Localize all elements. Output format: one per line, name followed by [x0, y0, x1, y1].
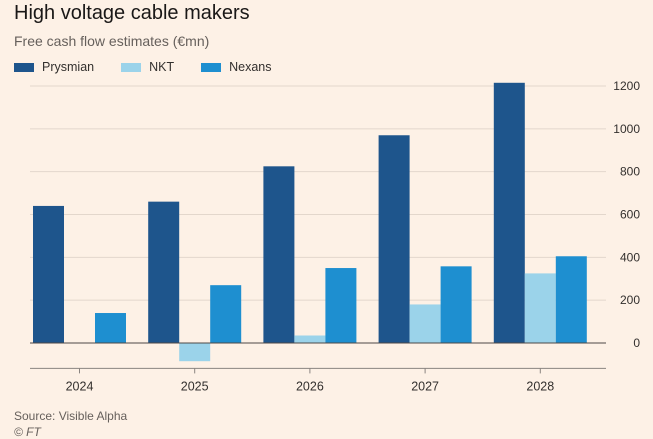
bar-prysmian-2024 — [33, 205, 64, 343]
x-tick-label: 2024 — [66, 379, 94, 393]
bar-nkt-2027 — [409, 304, 441, 343]
legend-label-nkt: NKT — [149, 60, 175, 74]
y-tick-label: 400 — [620, 250, 640, 264]
legend-label-prysmian: Prysmian — [42, 60, 95, 74]
y-tick-label: 800 — [620, 165, 640, 179]
chart-title: High voltage cable makers — [14, 2, 250, 24]
legend-label-nexans: Nexans — [229, 60, 272, 74]
bar-nexans-2024 — [95, 313, 126, 343]
copyright-note: © FT — [14, 425, 41, 439]
y-axis-tick-labels: 0 200 400 600 800 1000 1200 — [613, 79, 640, 350]
bar-nexans-2026 — [325, 268, 357, 343]
legend-swatch-prysmian — [14, 62, 34, 72]
x-axis: 2024 2025 2026 2027 2028 — [30, 367, 606, 393]
chart-subtitle: Free cash flow estimates (€mn) — [14, 33, 210, 49]
legend: Prysmian NKT Nexans — [14, 60, 298, 74]
bar-nexans-2027 — [440, 266, 472, 343]
bars — [33, 82, 587, 362]
source-note: Source: Visible Alpha — [14, 409, 128, 423]
legend-item-prysmian: Prysmian — [14, 60, 94, 74]
y-tick-label: 0 — [633, 336, 640, 350]
bar-nkt-2025 — [179, 343, 211, 362]
x-tick-label: 2027 — [411, 379, 439, 393]
y-tick-label: 1200 — [613, 79, 640, 93]
bar-nexans-2028 — [555, 256, 587, 343]
x-tick-label: 2025 — [181, 379, 209, 393]
bar-nkt-2028 — [524, 273, 556, 343]
y-tick-label: 1000 — [613, 122, 640, 136]
legend-swatch-nkt — [121, 62, 142, 72]
bar-nexans-2025 — [210, 285, 242, 343]
x-tick-label: 2026 — [296, 379, 324, 393]
x-tick-label: 2028 — [526, 379, 554, 393]
bar-nkt-2026 — [294, 335, 326, 343]
legend-item-nexans: Nexans — [201, 60, 271, 74]
bar-prysmian-2025 — [148, 201, 180, 343]
legend-swatch-nexans — [201, 62, 222, 72]
bar-prysmian-2026 — [263, 166, 295, 343]
bar-prysmian-2028 — [493, 82, 525, 343]
bar-prysmian-2027 — [378, 135, 410, 343]
legend-item-nkt: NKT — [121, 60, 174, 74]
y-tick-label: 200 — [620, 293, 640, 307]
y-tick-label: 600 — [620, 208, 640, 222]
